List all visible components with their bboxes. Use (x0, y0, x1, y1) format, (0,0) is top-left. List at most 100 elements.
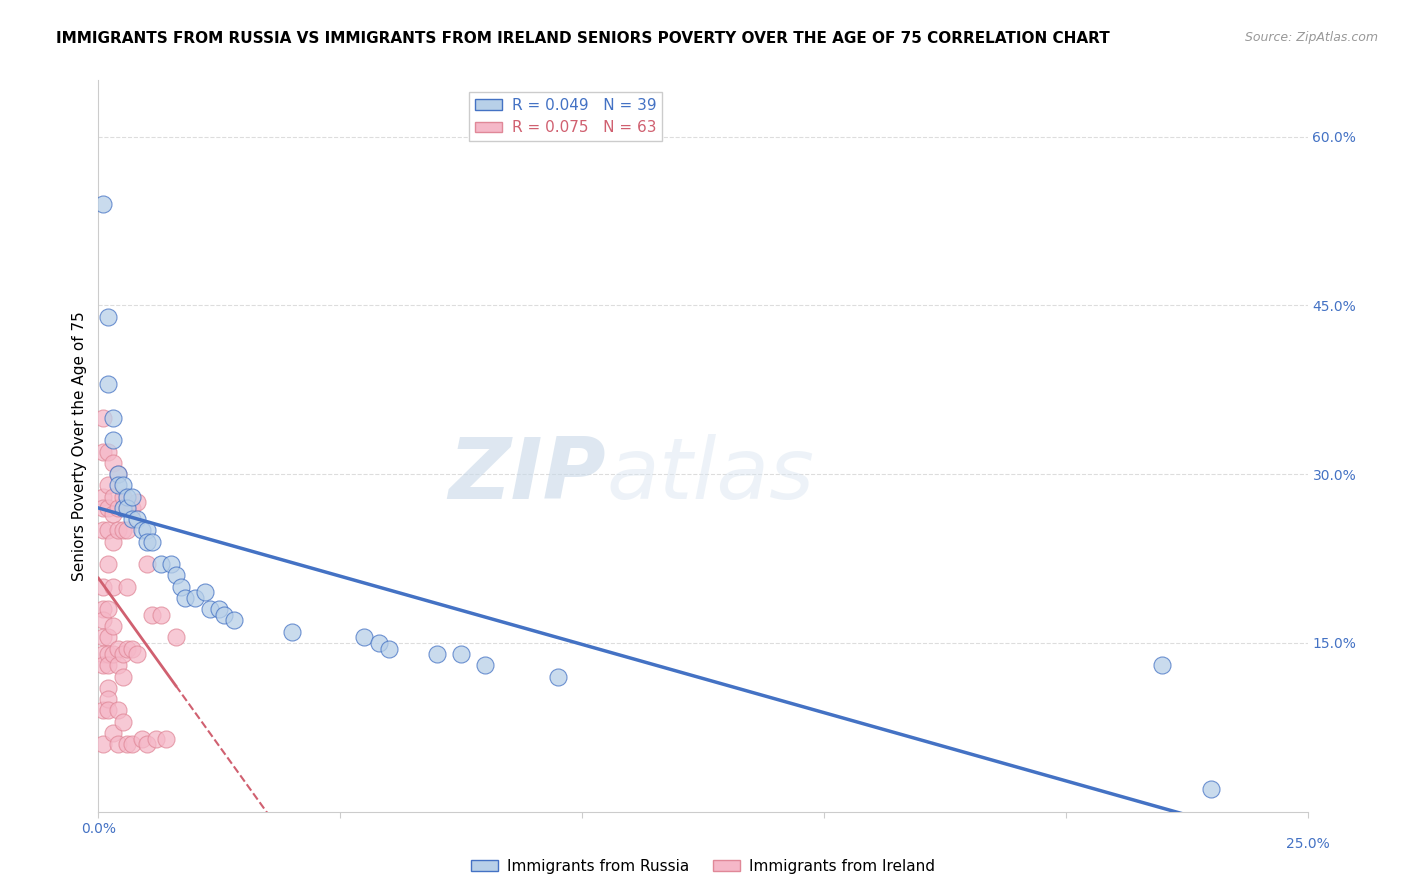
Point (353, 630, 375, 644)
Point (97, 681, 120, 695)
Point (145, 731, 167, 746)
Point (101, 410, 124, 425)
Point (91, 647, 114, 661)
Point (1199, 782, 1222, 797)
Point (97, 692, 120, 706)
Point (97, 602, 120, 616)
Point (101, 490, 124, 504)
Point (111, 647, 134, 661)
Point (111, 500, 134, 515)
Point (97, 524, 120, 538)
Point (97, 310, 120, 324)
Point (97, 478, 120, 492)
Point (135, 534, 157, 549)
Point (117, 500, 139, 515)
Point (121, 500, 143, 515)
Point (91, 630, 114, 644)
Point (107, 467, 129, 482)
Point (107, 467, 129, 482)
Point (141, 607, 163, 622)
Point (121, 512, 143, 526)
Point (474, 658, 496, 673)
Point (135, 557, 157, 571)
Point (91, 580, 114, 594)
Point (111, 670, 134, 684)
Legend: R = 0.049   N = 39, R = 0.075   N = 63: R = 0.049 N = 39, R = 0.075 N = 63 (468, 92, 662, 142)
Point (155, 731, 177, 746)
Point (281, 624, 304, 639)
Point (368, 636, 391, 650)
Point (127, 512, 149, 526)
Point (107, 478, 129, 492)
Point (131, 524, 153, 538)
Point (135, 737, 157, 751)
Point (160, 557, 183, 571)
Point (135, 524, 157, 538)
Point (212, 607, 235, 622)
Text: 25.0%: 25.0% (1285, 837, 1330, 851)
Point (101, 456, 124, 470)
Point (141, 534, 163, 549)
Point (97, 703, 120, 717)
Point (101, 726, 124, 740)
Point (101, 619, 124, 633)
Point (131, 731, 153, 746)
Point (165, 630, 187, 644)
Point (91, 602, 114, 616)
Point (547, 670, 569, 684)
Point (107, 737, 129, 751)
Point (127, 495, 149, 509)
Point (97, 647, 120, 661)
Point (169, 580, 191, 594)
Point (97, 630, 120, 644)
Point (101, 507, 124, 521)
Text: atlas: atlas (606, 434, 814, 516)
Point (121, 490, 143, 504)
Y-axis label: Seniors Poverty Over the Age of 75: Seniors Poverty Over the Age of 75 (72, 311, 87, 581)
Point (208, 602, 231, 616)
Text: ZIP: ZIP (449, 434, 606, 516)
Point (198, 602, 221, 616)
Point (127, 647, 149, 661)
Point (377, 641, 399, 656)
Text: Source: ZipAtlas.com: Source: ZipAtlas.com (1244, 31, 1378, 45)
Point (107, 500, 129, 515)
Point (174, 591, 197, 605)
Point (111, 490, 134, 504)
Legend: Immigrants from Russia, Immigrants from Ireland: Immigrants from Russia, Immigrants from … (464, 853, 942, 880)
Point (91, 500, 114, 515)
Point (91, 197, 114, 211)
Point (426, 647, 449, 661)
Point (97, 444, 120, 458)
Point (91, 737, 114, 751)
Point (1152, 658, 1174, 673)
Point (91, 614, 114, 628)
Point (97, 500, 120, 515)
Point (91, 444, 114, 458)
Point (97, 377, 120, 392)
Point (91, 524, 114, 538)
Point (101, 434, 124, 448)
Point (91, 658, 114, 673)
Point (91, 410, 114, 425)
Point (184, 591, 207, 605)
Point (150, 607, 173, 622)
Point (117, 500, 139, 515)
Point (450, 647, 472, 661)
Point (101, 534, 124, 549)
Point (121, 641, 143, 656)
Point (117, 580, 139, 594)
Point (121, 737, 143, 751)
Point (222, 614, 245, 628)
Text: IMMIGRANTS FROM RUSSIA VS IMMIGRANTS FROM IRELAND SENIORS POVERTY OVER THE AGE O: IMMIGRANTS FROM RUSSIA VS IMMIGRANTS FRO… (56, 31, 1109, 46)
Point (117, 524, 139, 538)
Point (107, 703, 129, 717)
Point (111, 524, 134, 538)
Point (117, 641, 139, 656)
Point (101, 580, 124, 594)
Point (107, 524, 129, 538)
Point (91, 490, 114, 504)
Point (107, 658, 129, 673)
Point (117, 737, 139, 751)
Point (97, 557, 120, 571)
